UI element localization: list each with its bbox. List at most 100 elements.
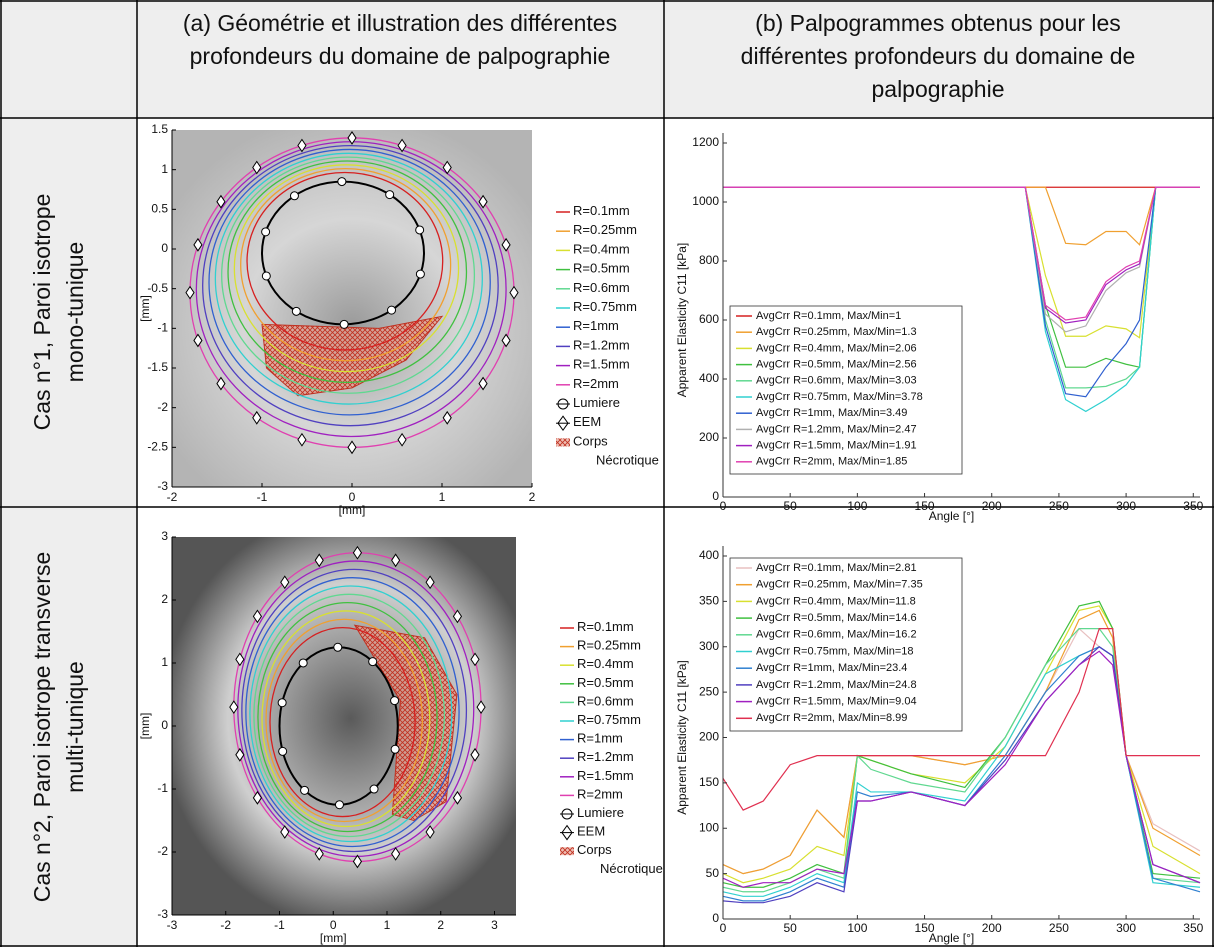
lumen-marker xyxy=(261,227,271,237)
y-tick-label: -3 xyxy=(157,479,168,493)
eem-marker xyxy=(193,333,203,348)
legend-label: AvgCrr R=1mm, Max/Min=23.4 xyxy=(756,662,907,674)
x-tick-label: 0 xyxy=(720,921,727,935)
eem-marker xyxy=(425,825,435,839)
header-text: (a) Géométrie et illustration des différ… xyxy=(183,10,617,36)
legend-label: R=1mm xyxy=(577,731,623,746)
x-tick-label: 350 xyxy=(1183,499,1203,513)
legend-label: AvgCrr R=0.25mm, Max/Min=7.35 xyxy=(756,579,923,591)
legend-label: Corps Nécrotique xyxy=(577,843,663,877)
eem-marker xyxy=(216,194,226,209)
series-line xyxy=(722,627,1200,811)
x-tick-label: 0 xyxy=(330,918,337,932)
x-tick-label: 250 xyxy=(1049,921,1069,935)
x-tick-label: 1 xyxy=(384,918,391,932)
y-tick-label: 200 xyxy=(699,430,719,444)
x-tick-label: 200 xyxy=(982,921,1002,935)
lumen-marker xyxy=(333,642,343,652)
series-line xyxy=(723,186,1200,321)
eem-marker xyxy=(501,333,511,348)
legend-label: EEM xyxy=(573,415,601,430)
y-tick-label: 2 xyxy=(161,592,168,606)
y-axis-label: [mm] xyxy=(138,295,152,322)
legend-label: AvgCrr R=0.6mm, Max/Min=3.03 xyxy=(756,375,917,387)
contour xyxy=(245,577,460,848)
legend-label: AvgCrr R=2mm, Max/Min=8.99 xyxy=(756,712,907,724)
header-text: palpographie xyxy=(871,76,1004,102)
legend-label: AvgCrr R=1.5mm, Max/Min=1.91 xyxy=(756,440,917,452)
eem-marker xyxy=(352,854,363,869)
series-line xyxy=(723,186,1200,398)
y-tick-label: 100 xyxy=(699,820,719,834)
y-tick-label: 1000 xyxy=(692,194,719,208)
y-tick-label: 0 xyxy=(161,718,168,732)
series-line xyxy=(722,609,1201,875)
lumen-marker xyxy=(337,177,347,187)
lumen-marker xyxy=(390,744,400,754)
x-tick-label: 100 xyxy=(847,499,867,513)
legend-label: AvgCrr R=0.5mm, Max/Min=2.56 xyxy=(756,359,917,371)
contour xyxy=(269,626,416,818)
lumen-marker xyxy=(277,698,287,708)
eem-marker xyxy=(252,160,262,175)
y-tick-label: 1200 xyxy=(692,135,719,149)
legend-label: AvgCrr R=0.1mm, Max/Min=1 xyxy=(756,310,901,322)
y-tick-label: 200 xyxy=(699,730,719,744)
legend-label: R=2mm xyxy=(573,376,619,391)
contour xyxy=(265,618,424,823)
y-tick-label: 0 xyxy=(161,241,168,255)
eem-marker xyxy=(397,138,407,153)
legend-label: R=1.2mm xyxy=(577,750,634,765)
eem-marker xyxy=(216,376,226,391)
x-tick-label: 200 xyxy=(982,499,1002,513)
row-label: Cas n°1, Paroi isotrope xyxy=(29,194,55,431)
eem-marker xyxy=(314,846,324,861)
legend-label: R=0.5mm xyxy=(573,261,630,276)
legend-label: R=0.1mm xyxy=(577,619,634,634)
y-tick-label: 50 xyxy=(706,866,720,880)
lumen-marker xyxy=(368,657,378,667)
lumen-marker xyxy=(278,746,288,756)
x-tick-label: 50 xyxy=(784,921,798,935)
legend-swatch xyxy=(556,438,570,447)
header-text: différentes profondeurs du domaine de xyxy=(741,43,1136,69)
series-line xyxy=(722,627,1201,893)
header-text: profondeurs du domaine de palpographie xyxy=(190,43,611,69)
eem-marker xyxy=(185,285,195,300)
legend-box xyxy=(729,557,963,732)
legend-label: AvgCrr R=0.6mm, Max/Min=16.2 xyxy=(756,629,917,641)
contour xyxy=(246,171,444,351)
eem-marker xyxy=(347,440,357,455)
lumen-marker xyxy=(387,305,397,315)
eem-marker xyxy=(297,432,307,447)
legend-label: AvgCrr R=0.25mm, Max/Min=1.3 xyxy=(756,326,917,338)
y-tick-label: 0 xyxy=(712,911,719,925)
y-axis-label: Apparent Elasticity C11 [kPa] xyxy=(675,243,689,398)
y-tick-label: -0.5 xyxy=(147,281,168,295)
x-tick-label: 50 xyxy=(784,499,798,513)
y-tick-label: 250 xyxy=(699,684,719,698)
y-tick-label: 300 xyxy=(699,639,719,653)
eem-marker xyxy=(391,553,401,568)
x-tick-label: -2 xyxy=(220,918,231,932)
y-tick-label: -1 xyxy=(157,781,168,795)
x-axis-label: Angle [°] xyxy=(929,931,975,945)
lumen-marker xyxy=(289,191,299,201)
legend-label: R=2mm xyxy=(577,787,623,802)
eem-marker xyxy=(352,545,363,560)
series-line xyxy=(723,186,1200,339)
legend-label: Lumiere xyxy=(577,805,624,820)
eem-marker xyxy=(280,575,290,590)
lumen-marker xyxy=(415,269,425,279)
legend-label: EEM xyxy=(577,824,605,839)
eem-marker xyxy=(452,790,463,805)
y-tick-label: 400 xyxy=(699,548,719,562)
eem-marker xyxy=(229,700,239,715)
y-tick-label: 0.5 xyxy=(151,202,168,216)
legend-label: R=1.5mm xyxy=(573,357,630,372)
x-axis-label: [mm] xyxy=(320,931,347,945)
lumen-marker xyxy=(339,319,349,329)
series-line xyxy=(722,650,1201,888)
legend-label: R=1.5mm xyxy=(577,768,634,783)
